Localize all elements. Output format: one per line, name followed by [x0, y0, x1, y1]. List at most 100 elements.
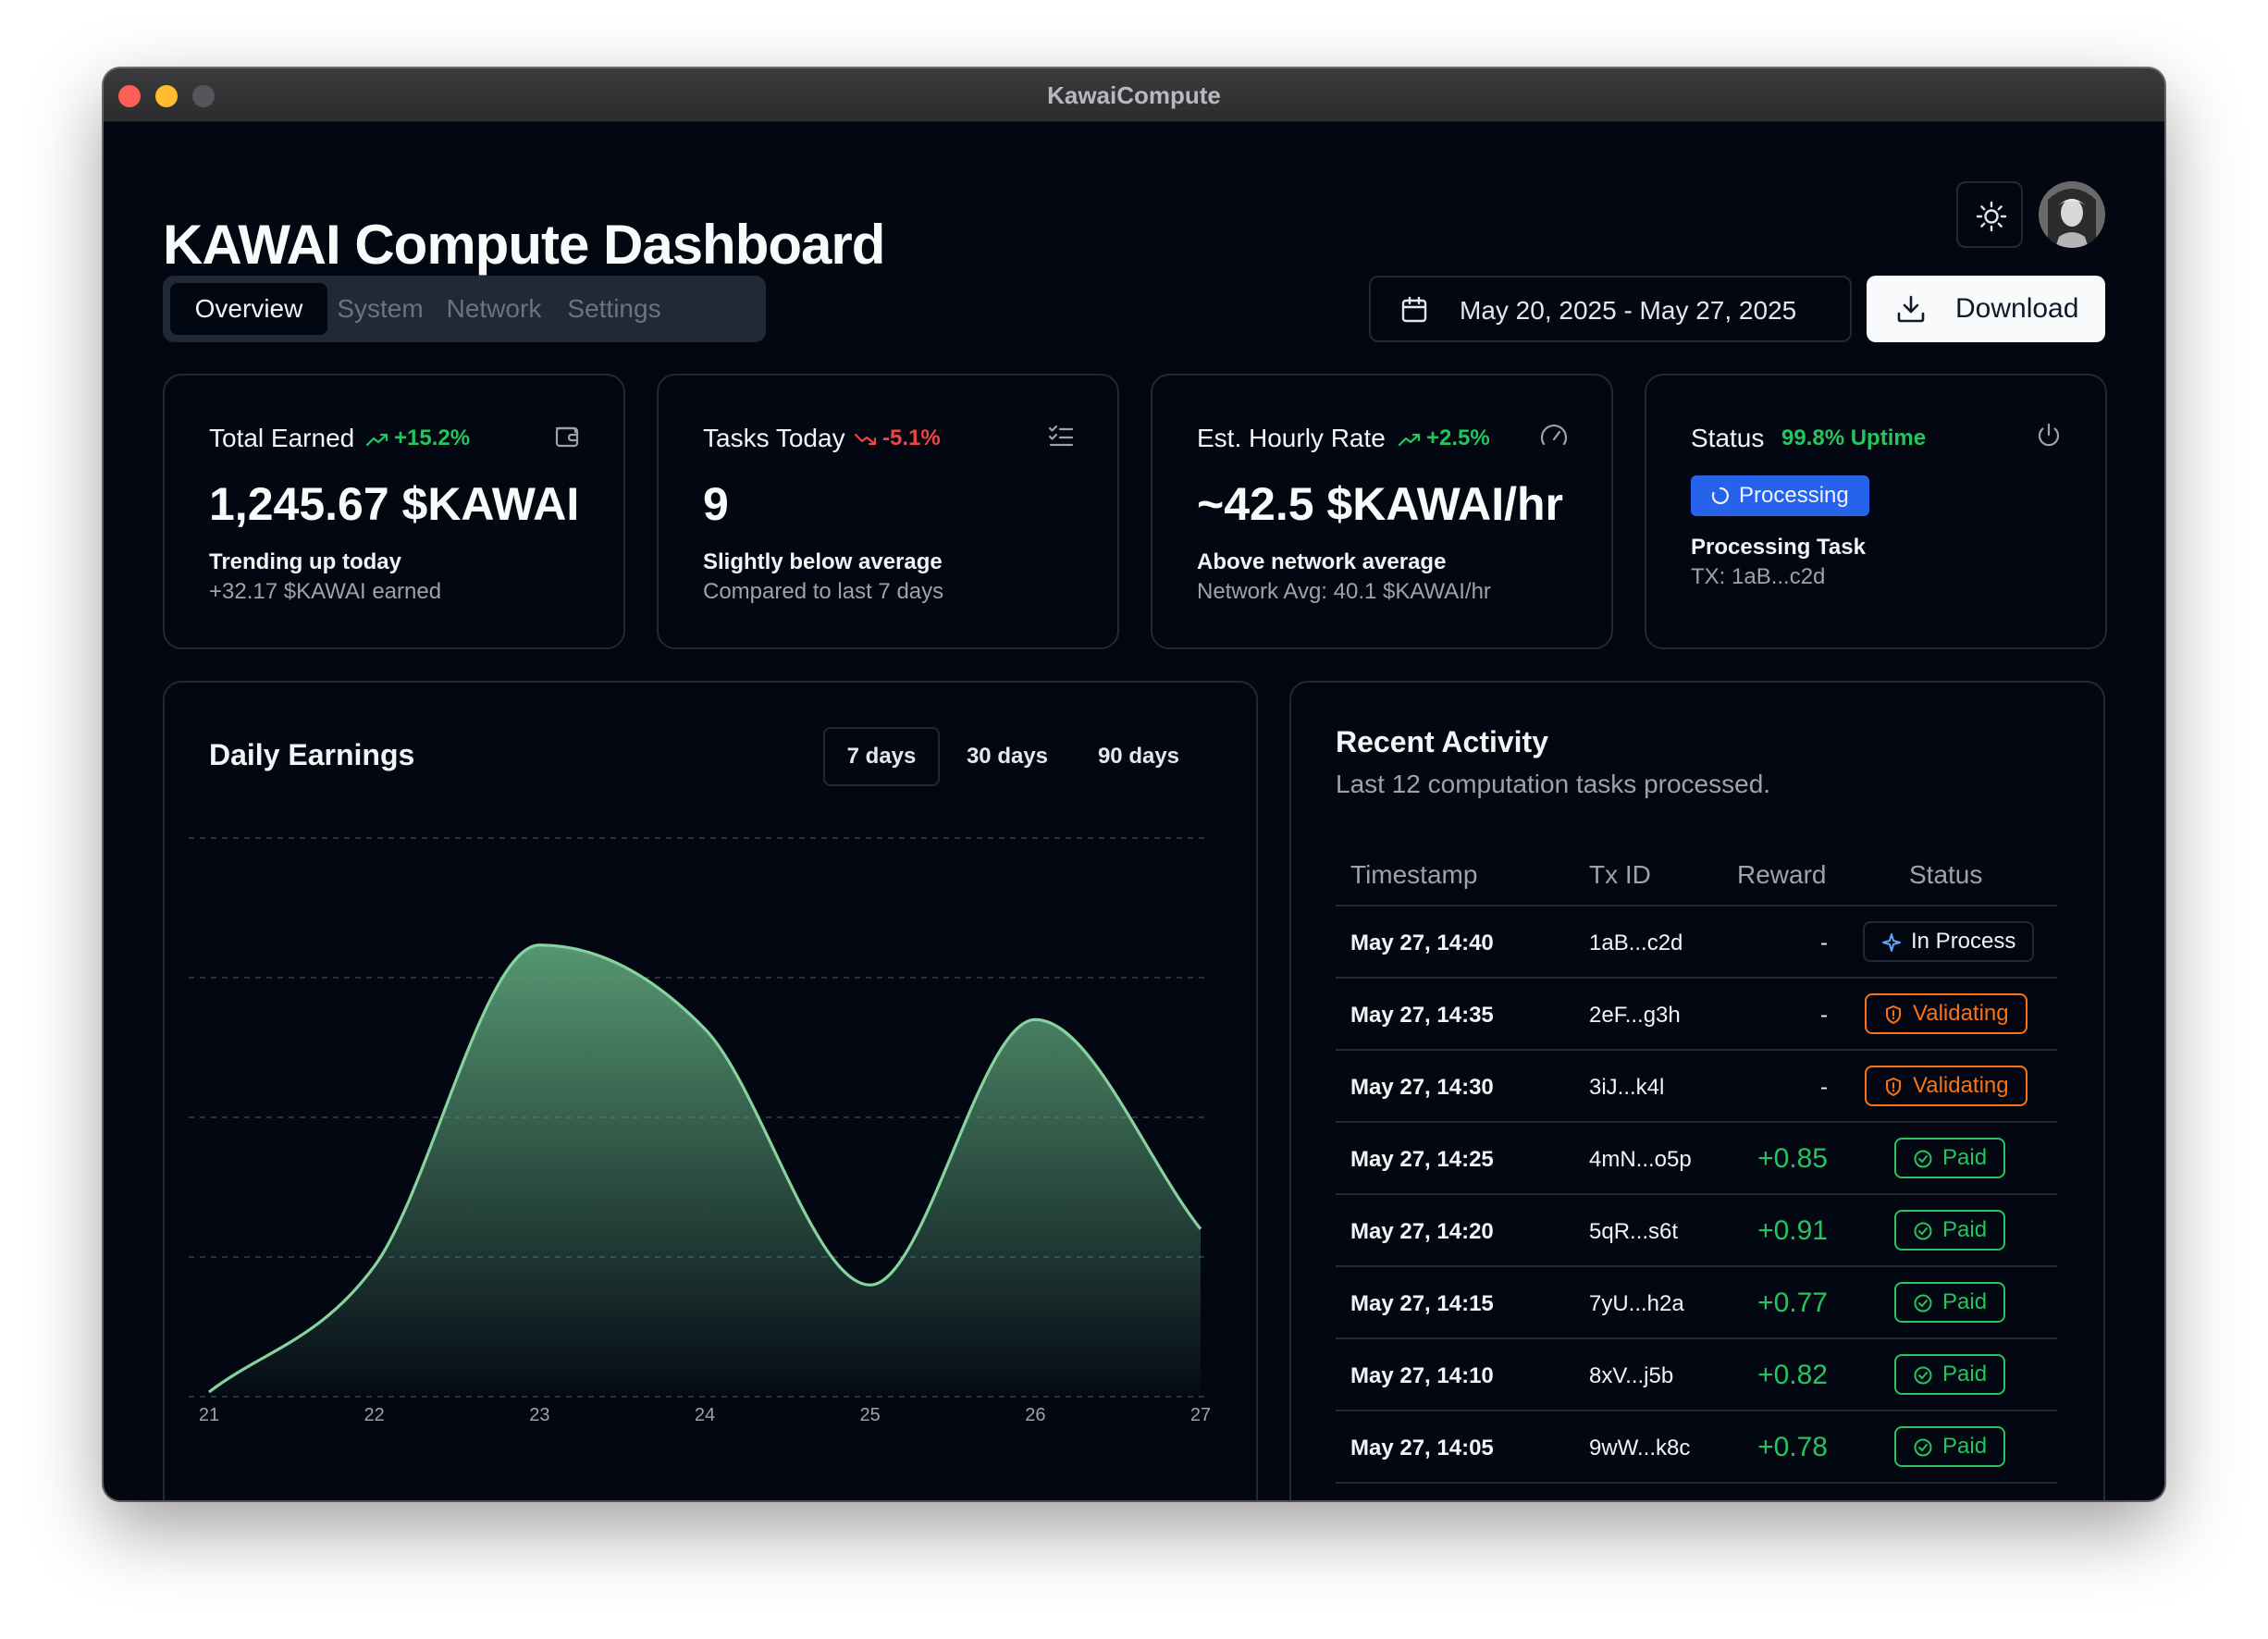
earnings-area [209, 944, 1201, 1397]
check-circle-icon [1914, 1438, 1932, 1457]
row-timestamp: May 27, 14:40 [1350, 930, 1494, 955]
table-row[interactable]: May 27, 14:35 2eF...g3h - Validating [1336, 979, 2057, 1051]
row-timestamp: May 27, 14:05 [1350, 1436, 1494, 1460]
table-row[interactable]: May 27, 14:15 7yU...h2a +0.77 Paid [1336, 1267, 2057, 1339]
row-timestamp: May 27, 14:20 [1350, 1219, 1494, 1244]
table-row[interactable]: May 27, 14:10 8xV...j5b +0.82 Paid [1336, 1339, 2057, 1411]
x-tick-label: 24 [695, 1405, 715, 1425]
status-badge: Validating [1865, 1066, 2028, 1106]
status-badge: Validating [1865, 993, 2028, 1034]
table-row[interactable]: May 27, 14:20 5qR...s6t +0.91 Paid [1336, 1195, 2057, 1267]
data-point-24 [702, 1026, 708, 1031]
tab-settings[interactable]: Settings [567, 294, 661, 323]
table-row[interactable]: May 27, 14:05 9wW...k8c +0.78 Paid [1336, 1411, 2057, 1484]
status-card: Status 99.8% Uptime Processing Processin… [1645, 374, 2107, 649]
download-button[interactable]: Download [1867, 276, 2105, 342]
card-subtitle: Processing Task [1691, 535, 1866, 560]
card-caption: Network Avg: 40.1 $KAWAI/hr [1197, 579, 1491, 604]
status-badge: In Process [1863, 921, 2035, 962]
minimize-window-button[interactable] [155, 85, 178, 107]
daily-earnings-panel: 21 22 23 24 25 26 27 Daily Earnings 7 days 30 … [163, 681, 1258, 1500]
power-icon [2038, 423, 2060, 447]
card-title: Total Earned [209, 424, 355, 452]
trending-up-icon [1398, 433, 1421, 446]
activity-subtitle: Last 12 computation tasks processed. [1336, 770, 1771, 798]
trending-down-icon [854, 433, 877, 445]
status-label: Paid [1942, 1362, 1988, 1386]
row-reward: +0.82 [1757, 1360, 1828, 1390]
row-timestamp: May 27, 14:25 [1350, 1147, 1494, 1172]
zoom-window-button[interactable] [192, 85, 215, 107]
page-title: KAWAI Compute Dashboard [163, 214, 885, 276]
card-title: Tasks Today [703, 424, 845, 452]
sun-icon [1976, 201, 2007, 232]
card-caption: +32.17 $KAWAI earned [209, 579, 442, 604]
range-90-days-button[interactable]: 90 days [1097, 744, 1180, 769]
download-label: Download [1955, 293, 2079, 324]
table-header: Timestamp Tx ID Reward Status [1336, 840, 2057, 906]
table-row[interactable]: May 27, 14:30 3iJ...k4l - Validating [1336, 1051, 2057, 1123]
tab-network[interactable]: Network [446, 294, 542, 323]
trend-value: +15.2% [394, 425, 471, 450]
recent-activity-panel: Recent Activity Last 12 computation task… [1289, 681, 2105, 1500]
row-reward: +0.77 [1757, 1288, 1828, 1318]
row-timestamp: May 27, 14:10 [1350, 1363, 1494, 1388]
sparkle-icon [1882, 933, 1901, 952]
table-row[interactable]: May 27, 14:25 4mN...o5p +0.85 Paid [1336, 1123, 2057, 1195]
x-tick-label: 23 [529, 1405, 549, 1425]
column-timestamp: Timestamp [1350, 860, 1478, 889]
column-reward: Reward [1737, 860, 1827, 889]
gauge-icon [1540, 425, 1568, 446]
total-earned-card: Total Earned +15.2% 1,245.67 $KAWAI Tren… [163, 374, 625, 649]
date-range-text: May 20, 2025 - May 27, 2025 [1460, 296, 1797, 325]
dashboard: KAWAI Compute Dashboard [104, 122, 2164, 1500]
card-caption: TX: 1aB...c2d [1691, 564, 1826, 589]
tab-overview[interactable]: Overview [170, 283, 327, 335]
x-tick-label: 21 [199, 1405, 219, 1425]
earnings-chart: 21 22 23 24 25 26 27 [189, 837, 1211, 1425]
trend-badge: +15.2% [365, 425, 471, 451]
card-title: Status [1691, 424, 1765, 452]
row-tx-id: 8xV...j5b [1589, 1363, 1674, 1388]
status-label: Paid [1942, 1434, 1988, 1459]
row-timestamp: May 27, 14:15 [1350, 1291, 1494, 1316]
status-badge: Paid [1894, 1282, 2006, 1323]
x-tick-label: 26 [1025, 1405, 1045, 1425]
theme-toggle-button[interactable] [1956, 181, 2023, 248]
app-window: KawaiCompute KAWAI Compute Dashboard [104, 68, 2164, 1500]
status-badge: Paid [1894, 1210, 2006, 1251]
range-30-days-button[interactable]: 30 days [966, 744, 1049, 769]
row-tx-id: 1aB...c2d [1589, 930, 1683, 955]
tasks-today-value: 9 [703, 478, 729, 530]
uptime-label: 99.8% Uptime [1781, 425, 1927, 450]
tab-system[interactable]: System [337, 294, 424, 323]
processing-badge: Processing [1691, 475, 1869, 516]
window-title: KawaiCompute [1047, 81, 1221, 109]
user-avatar[interactable] [2039, 181, 2105, 248]
data-point-25 [868, 1282, 873, 1288]
hourly-rate-value: ~42.5 $KAWAI/hr [1197, 478, 1563, 530]
status-label: Paid [1942, 1289, 1988, 1314]
table-row[interactable]: May 27, 14:40 1aB...c2d - In Process [1336, 906, 2057, 979]
download-icon [1897, 295, 1925, 323]
status-badge: Paid [1894, 1138, 2006, 1178]
column-status: Status [1909, 860, 1983, 889]
row-tx-id: 9wW...k8c [1589, 1436, 1691, 1460]
tasks-today-card: Tasks Today -5.1% 9 Slightly below avera… [657, 374, 1119, 649]
hourly-rate-card: Est. Hourly Rate +2.5% ~42.5 $KAWAI/hr A… [1151, 374, 1613, 649]
date-range-picker[interactable]: May 20, 2025 - May 27, 2025 [1369, 276, 1852, 342]
data-point-26 [1032, 1017, 1038, 1022]
range-7-days-button[interactable]: 7 days [823, 727, 940, 786]
card-subtitle: Slightly below average [703, 549, 943, 574]
activity-title: Recent Activity [1336, 725, 1548, 758]
trend-badge: -5.1% [854, 425, 941, 451]
shield-alert-icon [1886, 1005, 1901, 1024]
status-label: In Process [1911, 929, 2016, 954]
row-reward: - [1820, 1003, 1828, 1028]
row-reward: +0.85 [1757, 1143, 1828, 1174]
row-tx-id: 5qR...s6t [1589, 1219, 1679, 1244]
row-reward: +0.78 [1757, 1432, 1828, 1462]
shield-alert-icon [1886, 1078, 1901, 1096]
trend-badge: +2.5% [1398, 425, 1490, 451]
close-window-button[interactable] [118, 85, 141, 107]
